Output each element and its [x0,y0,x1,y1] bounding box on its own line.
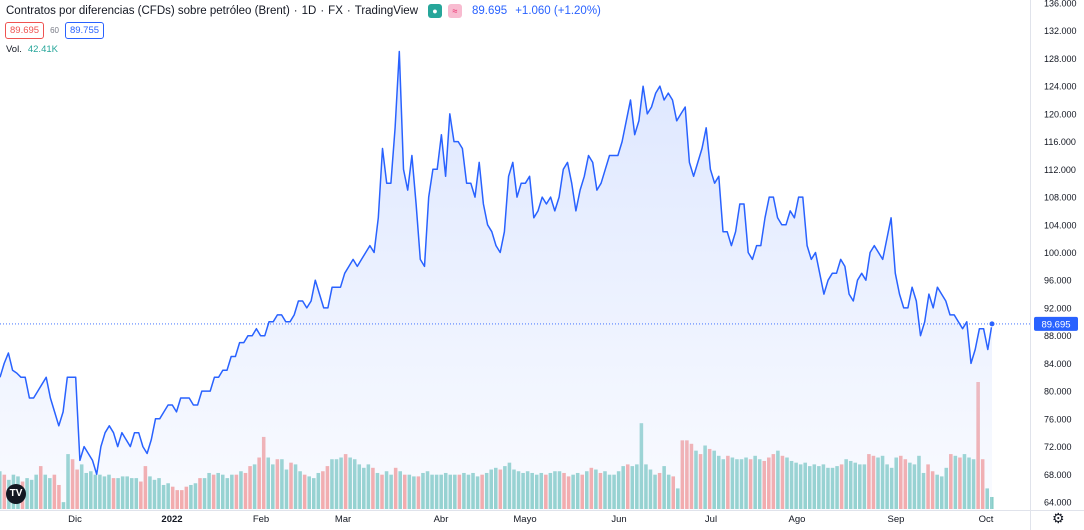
y-tick-label: 92.000 [1044,303,1072,313]
y-tick-label: 108.000 [1044,193,1077,203]
y-tick-label: 80.000 [1044,387,1072,397]
symbol-title[interactable]: Contratos por diferencias (CFDs) sobre p… [6,5,290,17]
y-tick-label: 136.000 [1044,0,1077,9]
y-tick-label: 64.000 [1044,498,1072,508]
quote-row: 89.695 60 89.755 [5,22,105,39]
volume-label: Vol. [6,44,22,55]
volume-value: 42.41K [27,44,58,55]
volume-legend: Vol. 42.41K [6,44,58,55]
current-price-badge [1034,316,1078,331]
y-tick-label: 72.000 [1044,442,1072,452]
x-tick-label: Mar [335,514,351,525]
y-tick-label: 96.000 [1044,276,1072,286]
y-tick-label: 68.000 [1044,470,1072,480]
x-tick-label: Jun [611,514,626,525]
y-tick-label: 132.000 [1044,26,1077,36]
y-tick-label: 124.000 [1044,82,1077,92]
x-tick-label: Feb [253,514,269,525]
x-tick-label: Abr [434,514,449,525]
x-tick-label: Oct [979,514,994,525]
y-tick-label: 120.000 [1044,109,1077,119]
tradingview-logo-icon[interactable]: TV [6,484,26,504]
y-tick-label: 84.000 [1044,359,1072,369]
approx-data-icon[interactable]: ≈ [448,4,463,18]
x-tick-label: Dic [68,514,82,525]
last-price: 89.695 [472,5,508,17]
x-tick-label: 2022 [161,514,182,525]
market-open-icon[interactable]: ● [428,4,443,18]
buy-button[interactable]: 89.755 [64,22,105,39]
price-change: +1.060 (+1.20%) [515,5,601,17]
x-tick-label: Sep [888,514,905,525]
separator: · [346,5,351,17]
y-tick-label: 76.000 [1044,414,1072,424]
chart-legend: Contratos por diferencias (CFDs) sobre p… [6,4,601,18]
current-price-label: 89.695 [1041,319,1070,330]
x-tick-label: Ago [789,514,806,525]
x-tick-label: Mayo [513,514,536,525]
exchange-label: FX [328,5,343,17]
y-tick-label: 88.000 [1044,331,1072,341]
y-tick-label: 104.000 [1044,220,1077,230]
gear-icon[interactable]: ⚙ [1052,510,1065,526]
provider-label: TradingView [354,5,419,17]
x-tick-label: Jul [705,514,717,525]
y-tick-label: 128.000 [1044,54,1077,64]
y-tick-label: 100.000 [1044,248,1077,258]
spread-value: 60 [50,26,59,35]
interval-label[interactable]: 1D [301,5,317,17]
y-tick-label: 116.000 [1044,137,1076,147]
sell-button[interactable]: 89.695 [5,22,45,39]
last-point-marker [988,320,996,328]
separator: · [320,5,325,17]
price-area [0,51,992,510]
price-line [0,50,993,476]
separator: · [293,5,298,17]
y-tick-label: 112.000 [1044,165,1076,175]
